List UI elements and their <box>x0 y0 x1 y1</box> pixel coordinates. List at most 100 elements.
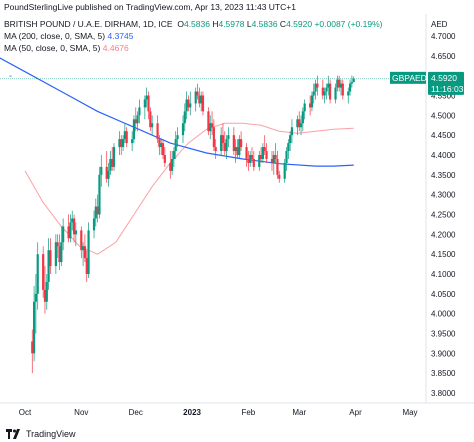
candle-body[interactable] <box>296 119 299 128</box>
candle-body[interactable] <box>36 254 39 294</box>
candle-body[interactable] <box>209 123 212 132</box>
candle-body[interactable] <box>341 83 344 96</box>
candle-body[interactable] <box>234 147 237 152</box>
candle-body[interactable] <box>169 162 172 171</box>
candle-body[interactable] <box>100 166 103 175</box>
candle-body[interactable] <box>290 127 294 136</box>
candle-body[interactable] <box>181 123 185 136</box>
candle-body[interactable] <box>96 206 99 215</box>
candle-body[interactable] <box>201 95 205 112</box>
candle-body[interactable] <box>92 218 96 231</box>
candle-body[interactable] <box>252 158 255 167</box>
candle-body[interactable] <box>327 83 330 88</box>
candle-body[interactable] <box>145 95 148 100</box>
candle-body[interactable] <box>112 147 116 167</box>
candle-body[interactable] <box>31 341 34 354</box>
candle-body[interactable] <box>339 83 343 88</box>
candle-body[interactable] <box>136 115 139 124</box>
candle-body[interactable] <box>328 83 332 100</box>
candle-body[interactable] <box>174 139 177 152</box>
candle-body[interactable] <box>221 135 225 144</box>
legend-ma200-row[interactable]: MA (200, close, 0, SMA, 5) 4.3745 <box>4 31 133 41</box>
candle-body[interactable] <box>249 155 252 163</box>
candle-body[interactable] <box>301 111 304 124</box>
candle-body[interactable] <box>158 139 161 148</box>
candle-body[interactable] <box>299 123 303 128</box>
candle-body[interactable] <box>71 218 74 223</box>
candle-body[interactable] <box>69 222 72 239</box>
candle-body[interactable] <box>147 95 150 112</box>
candle-body[interactable] <box>111 158 114 167</box>
candle-body[interactable] <box>163 155 166 163</box>
candle-body[interactable] <box>87 230 90 274</box>
candle-body[interactable] <box>198 95 201 104</box>
candle-body[interactable] <box>303 103 306 112</box>
candle-body[interactable] <box>258 155 261 167</box>
candle-body[interactable] <box>220 135 223 152</box>
candle-body[interactable] <box>265 151 268 159</box>
candle-body[interactable] <box>278 174 281 179</box>
candle-body[interactable] <box>210 123 214 128</box>
candle-body[interactable] <box>131 139 134 144</box>
candle-body[interactable] <box>285 151 288 163</box>
candle-body[interactable] <box>200 95 203 104</box>
candle-body[interactable] <box>227 135 230 140</box>
candle-body[interactable] <box>109 158 112 171</box>
candle-body[interactable] <box>34 293 37 302</box>
candle-body[interactable] <box>170 158 174 171</box>
candle-body[interactable] <box>54 242 57 267</box>
candle-body[interactable] <box>107 170 110 179</box>
candle-body[interactable] <box>298 119 301 128</box>
candle-body[interactable] <box>261 147 265 159</box>
candle-body[interactable] <box>161 143 165 155</box>
candle-body[interactable] <box>310 95 314 108</box>
candle-body[interactable] <box>245 147 248 159</box>
candle-body[interactable] <box>316 83 319 88</box>
candle-body[interactable] <box>276 158 279 175</box>
candle-body[interactable] <box>58 246 61 263</box>
candle-body[interactable] <box>85 258 88 274</box>
candle-body[interactable] <box>348 83 352 92</box>
candle-body[interactable] <box>207 111 210 132</box>
candle-body[interactable] <box>309 103 312 108</box>
candle-body[interactable] <box>134 119 137 124</box>
candle-body[interactable] <box>62 226 65 243</box>
candle-body[interactable] <box>72 218 76 235</box>
candle-body[interactable] <box>287 143 290 152</box>
candle-body[interactable] <box>156 123 159 140</box>
candle-body[interactable] <box>214 147 217 152</box>
candle-body[interactable] <box>312 91 315 96</box>
candle-body[interactable] <box>60 242 63 263</box>
candle-body[interactable] <box>149 111 152 128</box>
candle-body[interactable] <box>125 131 128 144</box>
candle-body[interactable] <box>347 91 350 96</box>
candle-body[interactable] <box>47 250 50 282</box>
candle-body[interactable] <box>45 281 48 302</box>
candle-body[interactable] <box>82 246 85 251</box>
candle-body[interactable] <box>176 135 179 140</box>
candle-body[interactable] <box>223 143 226 152</box>
candle-body[interactable] <box>187 99 190 108</box>
candle-body[interactable] <box>259 155 263 159</box>
candle-body[interactable] <box>212 127 215 148</box>
candle-body[interactable] <box>352 78 355 83</box>
candle-body[interactable] <box>274 155 277 159</box>
candle-body[interactable] <box>98 174 101 215</box>
candle-body[interactable] <box>83 246 87 259</box>
candle-body[interactable] <box>232 135 235 152</box>
candle-body[interactable] <box>185 99 188 112</box>
candle-body[interactable] <box>9 75 12 77</box>
candle-body[interactable] <box>250 155 254 159</box>
candle-body[interactable] <box>189 103 192 108</box>
candle-body[interactable] <box>123 131 126 140</box>
candle-body[interactable] <box>132 119 136 140</box>
candle-body[interactable] <box>94 206 97 219</box>
candle-body[interactable] <box>338 79 341 88</box>
candle-body[interactable] <box>160 143 163 148</box>
candle-body[interactable] <box>121 139 125 148</box>
candle-body[interactable] <box>32 301 36 354</box>
candle-body[interactable] <box>236 147 239 155</box>
candle-body[interactable] <box>43 289 47 302</box>
candle-body[interactable] <box>225 139 228 152</box>
